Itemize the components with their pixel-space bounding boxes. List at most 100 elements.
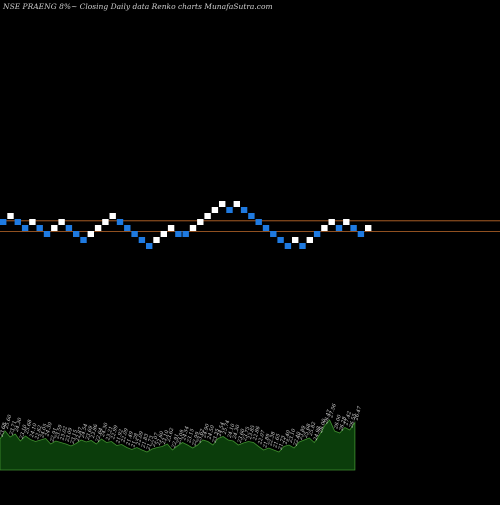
volume-data-label: 21.28 (130, 433, 140, 449)
volume-data-label: 26.55 (348, 413, 358, 429)
volume-data-label: 24.54 (79, 423, 89, 439)
volume-data-label: 26.47 (323, 408, 333, 425)
volume-data-label: 23.62 (166, 427, 176, 443)
volume-data-label: 24.54 (181, 426, 191, 442)
renko-brick-up (365, 225, 372, 231)
volume-data-label: 23.35 (211, 428, 221, 444)
volume-data-label: 21.49 (125, 430, 135, 447)
renko-brick-down (65, 225, 73, 231)
volume-data-label: 26.28 (338, 416, 348, 432)
renko-brick-down (277, 237, 284, 243)
renko-brick-down (36, 225, 43, 231)
volume-data-label: 22.40 (282, 429, 292, 446)
volume-data-label: 24.54 (216, 422, 226, 438)
volume-data-label: 23.85 (247, 425, 257, 441)
renko-brick-down (43, 231, 51, 237)
renko-brick-down (350, 225, 357, 231)
volume-data-label: 26.00 (333, 413, 343, 430)
renko-brick-down (299, 243, 306, 249)
volume-data-label: 24.90 (201, 422, 211, 439)
volume-data-label: 24.50 (206, 424, 216, 441)
volume-data-label: 23.71 (8, 420, 18, 436)
volume-data-label: 24.30 (44, 421, 54, 438)
volume-data-label: 22.91 (171, 433, 181, 449)
renko-brick-up (306, 237, 313, 243)
volume-data-label: 23.15 (186, 428, 196, 444)
renko-brick-down (226, 207, 233, 213)
renko-brick-up (153, 237, 160, 243)
renko-brick-down (138, 237, 146, 243)
renko-brick-up (328, 219, 335, 225)
reference-lines (0, 220, 500, 233)
volume-data-label: 22.62 (34, 425, 44, 441)
volume-data-label: 21.73 (145, 435, 155, 451)
renko-brick-up (87, 231, 94, 237)
renko-brick-down (182, 231, 189, 237)
volume-data-label: 21.65 (272, 433, 282, 449)
volume-data-label: 23.60 (237, 427, 247, 444)
volume-data-label: 25.74 (221, 420, 231, 436)
volume-data-label: 22.64 (95, 427, 105, 443)
renko-brick-down (14, 219, 21, 225)
volume-data-label: 25.68 (24, 419, 34, 435)
renko-brick-up (233, 201, 240, 207)
volume-data-label: 24.30 (232, 423, 242, 440)
volume-area-shape (0, 419, 356, 471)
volume-data-label: 23.75 (242, 426, 252, 442)
volume-data-label: 25.82 (308, 421, 318, 437)
volume-data-labels: 23.6825.6023.7124.3023.1025.6824.1022.62… (0, 402, 363, 451)
volume-data-label: 24.30 (14, 416, 24, 433)
renko-brick-up (58, 219, 65, 225)
renko-brick-down (335, 225, 343, 231)
volume-data-label: 22.91 (49, 427, 59, 443)
volume-data-label: 22.40 (292, 430, 302, 447)
volume-data-label: 24.98 (313, 426, 323, 442)
renko-brick-down (313, 231, 321, 237)
volume-data-label: 24.30 (100, 421, 110, 438)
renko-brick-up (321, 225, 328, 231)
volume-data-label: 22.07 (150, 431, 160, 448)
renko-brick-down (0, 219, 7, 225)
volume-data-label: 21.92 (115, 429, 125, 445)
renko-brick-down (116, 219, 124, 225)
renko-brick-down (131, 231, 138, 237)
renko-brick-down (255, 219, 262, 225)
volume-data-label: 23.09 (64, 426, 74, 443)
volume-data-label: 24.10 (227, 422, 237, 439)
renko-brick-down (284, 243, 292, 249)
renko-brick-down (262, 225, 270, 231)
renko-brick-up (167, 225, 175, 231)
volume-data-label: 22.60 (156, 430, 166, 447)
renko-brick-down (146, 243, 153, 249)
volume-data-label: 23.15 (69, 429, 79, 445)
renko-bricks (0, 201, 372, 249)
volume-data-label: 23.89 (297, 424, 307, 441)
renko-brick-up (109, 213, 116, 219)
volume-data-label: 23.59 (54, 423, 64, 440)
renko-brick-up (292, 237, 299, 243)
volume-data-label: 24.10 (29, 422, 39, 439)
volume-data-label: 23.21 (105, 426, 115, 442)
renko-brick-down (124, 225, 131, 231)
renko-brick-down (357, 231, 365, 237)
renko-brick-up (29, 219, 36, 225)
volume-data-label: 23.10 (19, 423, 29, 440)
volume-data-label: 22.38 (267, 431, 277, 447)
renko-brick-up (102, 219, 109, 225)
chart-title: NSE PRAENG 8%~ Closing Daily data Renko … (2, 2, 273, 11)
renko-brick-down (240, 207, 248, 213)
volume-data-label: 22.07 (257, 429, 267, 446)
volume-data-label: 23.86 (90, 423, 100, 440)
renko-brick-down (175, 231, 182, 237)
volume-data-label: 27.42 (343, 411, 353, 427)
renko-brick-up (197, 219, 204, 225)
volume-data-label: 23.10 (161, 429, 171, 446)
volume-data-label: 23.02 (59, 426, 69, 442)
renko-brick-up (160, 231, 167, 237)
volume-data-label: 21.89 (262, 432, 272, 449)
renko-brick-up (189, 225, 197, 231)
renko-brick-down (80, 237, 87, 243)
